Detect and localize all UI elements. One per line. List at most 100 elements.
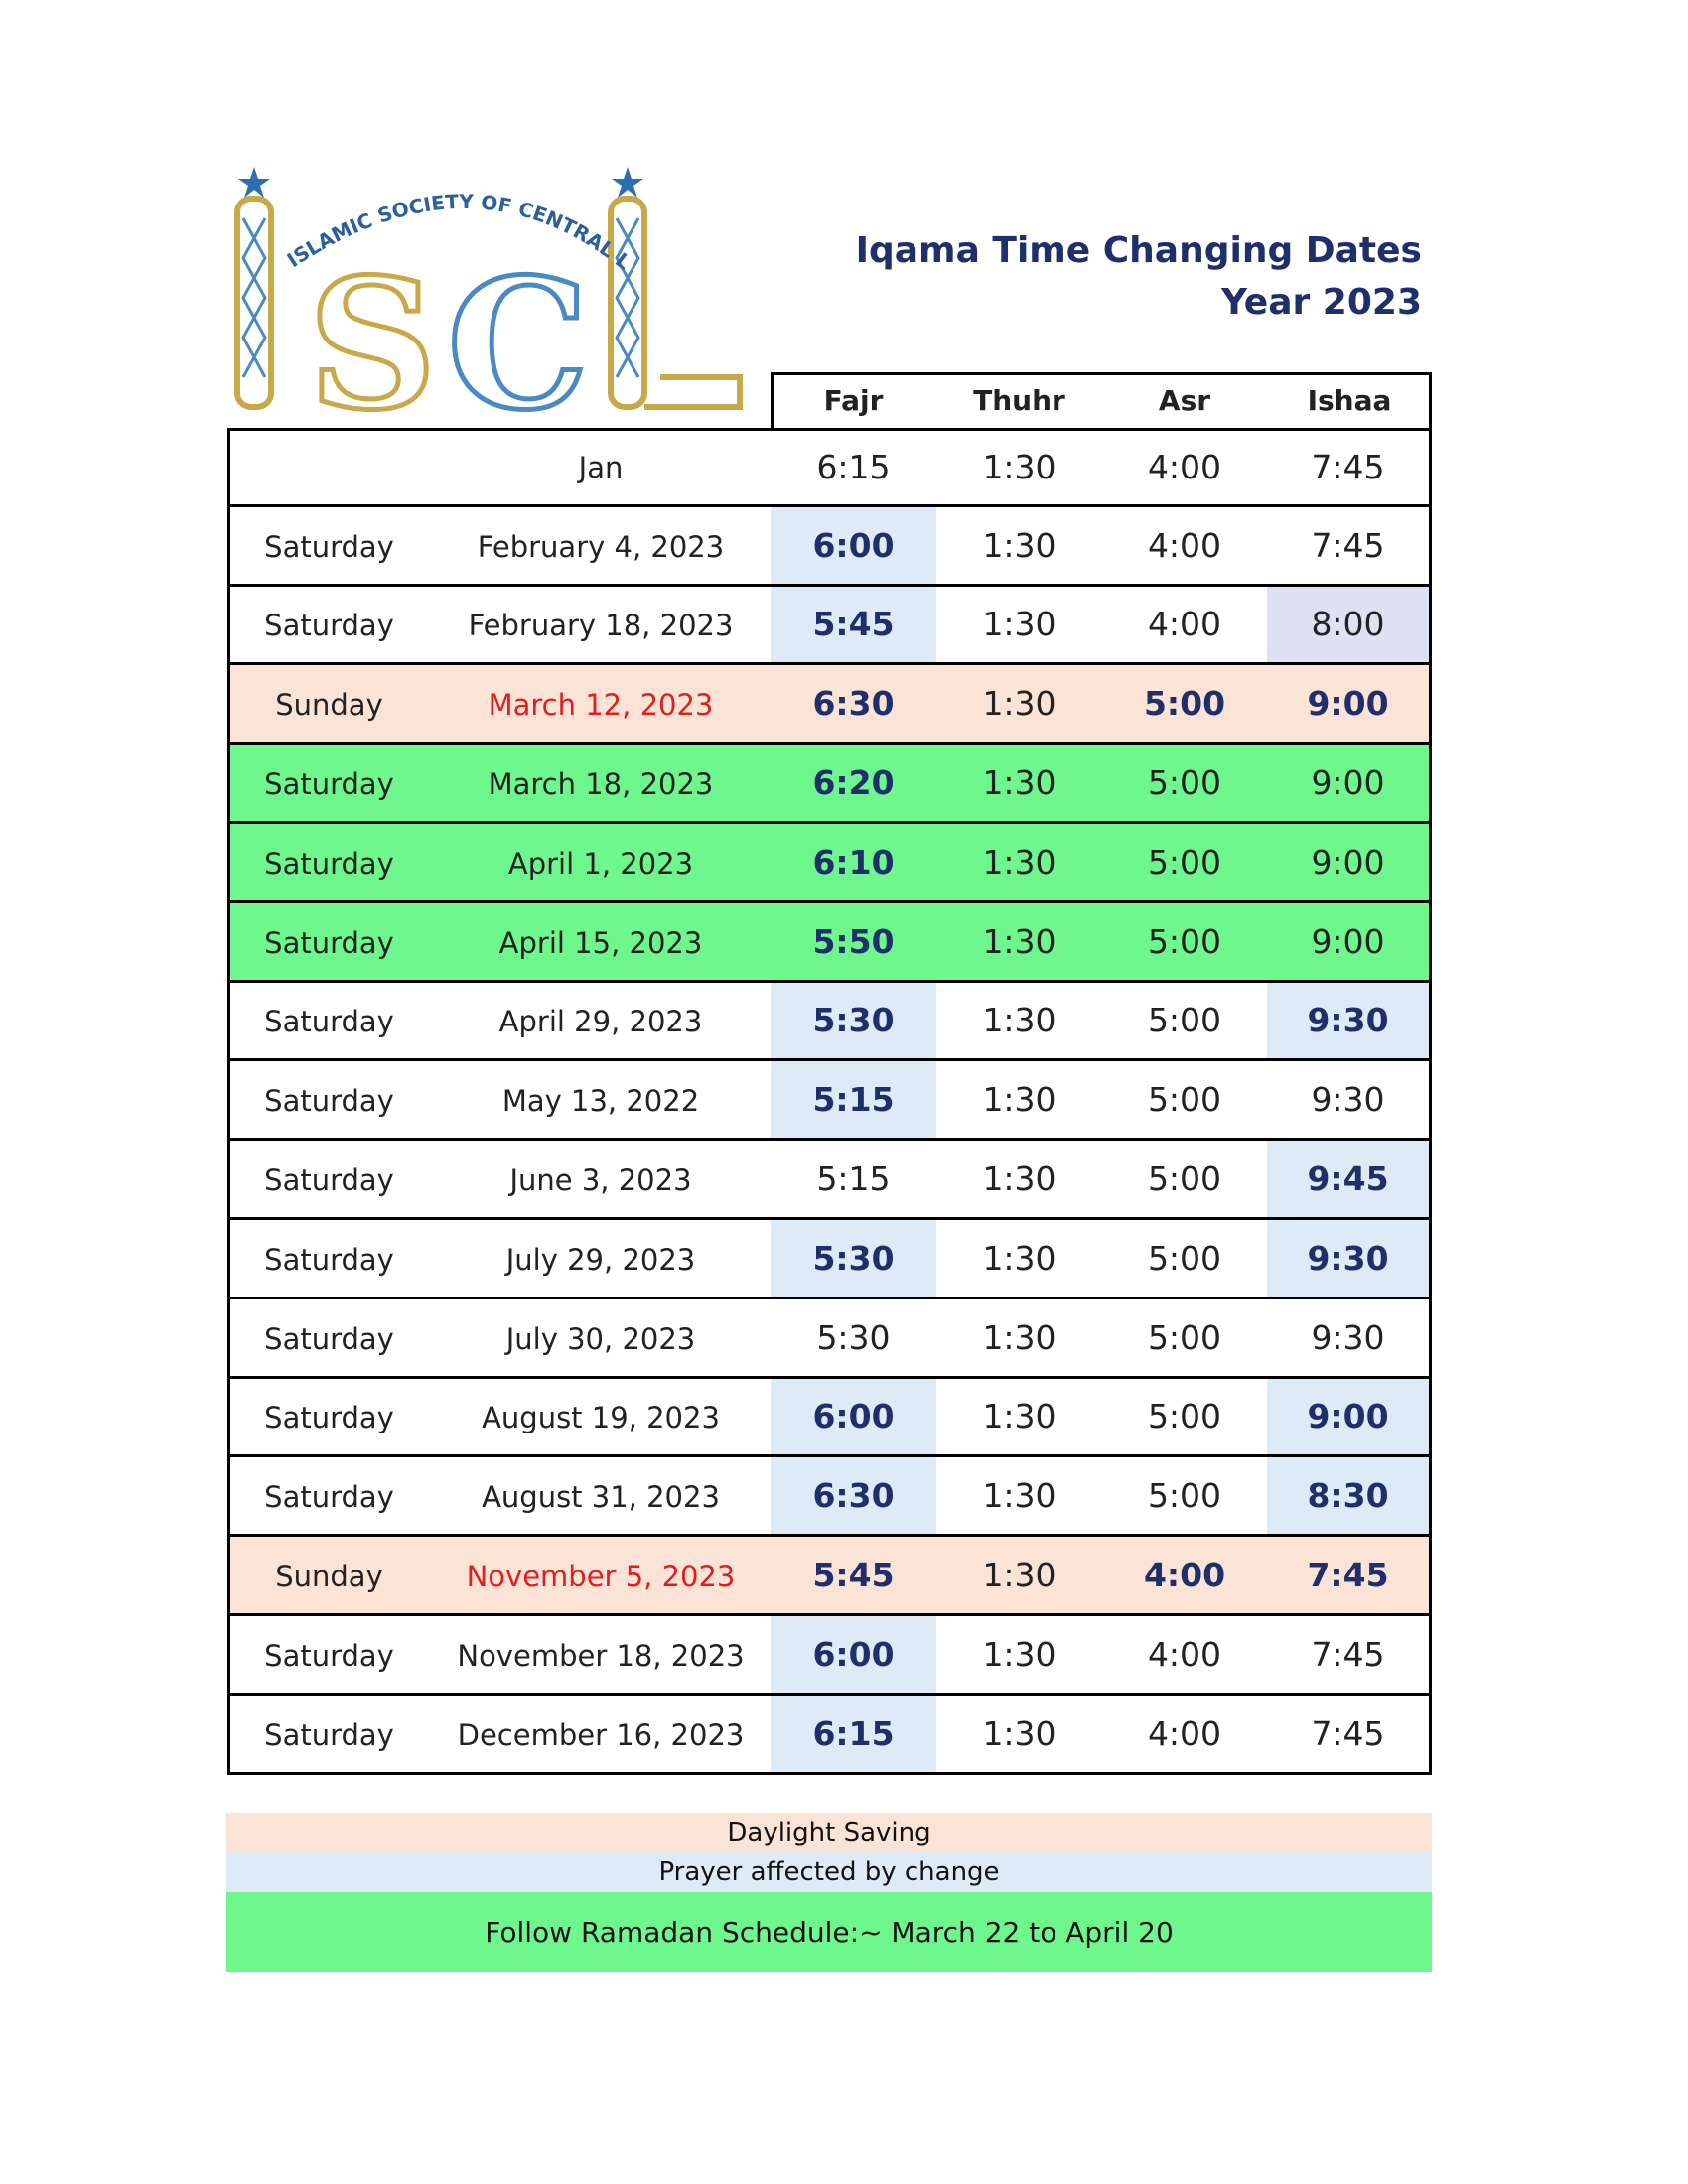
time-cell: 4:00: [1147, 1713, 1222, 1753]
date-cell: November 18, 2023: [457, 1638, 745, 1673]
time-cell: 9:30: [1267, 1220, 1429, 1297]
time-cell: 5:30: [771, 1220, 936, 1297]
day-cell: Saturday: [264, 1480, 394, 1515]
date-cell: August 31, 2023: [482, 1480, 720, 1515]
subtitle: Year 2023: [1221, 282, 1422, 323]
time-cell: 6:00: [771, 1378, 936, 1455]
day-cell: Saturday: [264, 767, 394, 802]
time-cell: 1:30: [982, 684, 1056, 724]
logo: S C ISLAMIC SOCIETY OF CENTRAL LOUISIANA: [223, 159, 743, 419]
time-cell: 5:30: [816, 1317, 891, 1357]
time-cell: 9:45: [1267, 1141, 1429, 1217]
time-cell: 1:30: [982, 921, 1056, 961]
day-cell: Saturday: [264, 1321, 394, 1356]
date-cell: April 29, 2023: [498, 1005, 703, 1039]
table-row: [227, 665, 1432, 746]
time-cell: 7:45: [1311, 1634, 1385, 1674]
time-cell: 1:30: [982, 1556, 1056, 1595]
column-header: Thuhr: [973, 383, 1065, 417]
time-cell: 1:30: [982, 525, 1056, 565]
table-row: [227, 745, 1432, 824]
time-cell: 6:00: [771, 506, 936, 584]
day-cell: Saturday: [264, 1717, 394, 1752]
table-row: [227, 1141, 1432, 1220]
time-cell: 5:00: [1147, 1476, 1222, 1516]
day-cell: Saturday: [264, 1401, 394, 1435]
time-cell: 5:00: [1147, 1397, 1222, 1436]
time-cell: 6:10: [812, 842, 895, 882]
date-cell: Jan: [578, 450, 624, 484]
time-cell: 1:30: [982, 605, 1056, 644]
column-header: Ishaa: [1307, 383, 1392, 417]
day-cell: Saturday: [264, 609, 394, 643]
date-cell: August 19, 2023: [482, 1401, 720, 1435]
time-cell: 5:00: [1147, 1238, 1222, 1278]
time-cell: 5:00: [1147, 763, 1222, 803]
date-cell: July 29, 2023: [505, 1242, 696, 1277]
date-cell: April 1, 2023: [507, 846, 694, 881]
time-cell: 4:00: [1147, 448, 1222, 487]
time-cell: 5:00: [1147, 1317, 1222, 1357]
column-header: Asr: [1158, 383, 1211, 417]
header-box: [771, 372, 1432, 428]
title: Iqama Time Changing Dates: [855, 230, 1422, 271]
time-cell: 6:00: [771, 1616, 936, 1693]
day-cell: Saturday: [264, 1242, 394, 1277]
table-row: [227, 1537, 1432, 1616]
time-cell: 4:00: [1147, 1634, 1222, 1674]
day-cell: Saturday: [264, 1084, 394, 1119]
time-cell: 5:15: [816, 1160, 891, 1199]
date-cell: February 4, 2023: [477, 529, 725, 564]
time-cell: 4:00: [1143, 1556, 1226, 1595]
time-cell: 1:30: [982, 1397, 1056, 1436]
date-cell: March 18, 2023: [488, 767, 714, 802]
time-cell: 9:00: [1311, 763, 1385, 803]
time-cell: 1:30: [982, 1713, 1056, 1753]
time-cell: 8:30: [1267, 1457, 1429, 1535]
time-cell: 9:00: [1307, 684, 1389, 724]
time-cell: 5:00: [1147, 1001, 1222, 1040]
date-cell: May 13, 2022: [501, 1084, 700, 1119]
table-row: [227, 902, 1432, 983]
day-cell: Sunday: [275, 1560, 383, 1594]
time-cell: 6:30: [812, 684, 895, 724]
time-cell: 6:20: [812, 763, 895, 803]
time-cell: 5:45: [812, 1556, 895, 1595]
table-row: [227, 824, 1432, 903]
day-cell: Saturday: [264, 1638, 394, 1673]
time-cell: 9:30: [1311, 1080, 1385, 1120]
date-cell: December 16, 2023: [457, 1717, 745, 1752]
legend-item: Daylight Saving: [226, 1813, 1432, 1852]
time-cell: 5:00: [1143, 684, 1226, 724]
time-cell: 7:45: [1311, 525, 1385, 565]
time-cell: 1:30: [982, 448, 1056, 487]
day-cell: Saturday: [264, 925, 394, 960]
date-cell: June 3, 2023: [509, 1163, 692, 1198]
table-row: [227, 1298, 1432, 1379]
time-cell: 1:30: [982, 1160, 1056, 1199]
time-cell: 1:30: [982, 1476, 1056, 1516]
time-cell: 9:00: [1311, 842, 1385, 882]
time-cell: 6:30: [771, 1457, 936, 1535]
time-cell: 7:45: [1311, 448, 1385, 487]
time-cell: 6:15: [771, 1695, 936, 1772]
time-cell: 1:30: [982, 1080, 1056, 1120]
time-cell: 1:30: [982, 1634, 1056, 1674]
day-cell: Saturday: [264, 529, 394, 564]
time-cell: 5:30: [771, 982, 936, 1059]
time-cell: 5:50: [812, 921, 895, 961]
time-cell: 4:00: [1147, 605, 1222, 644]
date-cell: July 30, 2023: [505, 1321, 696, 1356]
legend-item: Prayer affected by change: [226, 1852, 1432, 1892]
time-cell: 1:30: [982, 763, 1056, 803]
time-cell: 9:00: [1311, 921, 1385, 961]
logo-letters: C: [447, 240, 589, 419]
date-cell: April 15, 2023: [498, 925, 703, 960]
date-cell: November 5, 2023: [466, 1560, 736, 1594]
time-cell: 5:00: [1147, 1160, 1222, 1199]
time-cell: 6:15: [816, 448, 891, 487]
time-cell: 1:30: [982, 1238, 1056, 1278]
column-header: Fajr: [823, 383, 884, 417]
legend-item: Follow Ramadan Schedule:~ March 22 to Ap…: [226, 1892, 1432, 1972]
